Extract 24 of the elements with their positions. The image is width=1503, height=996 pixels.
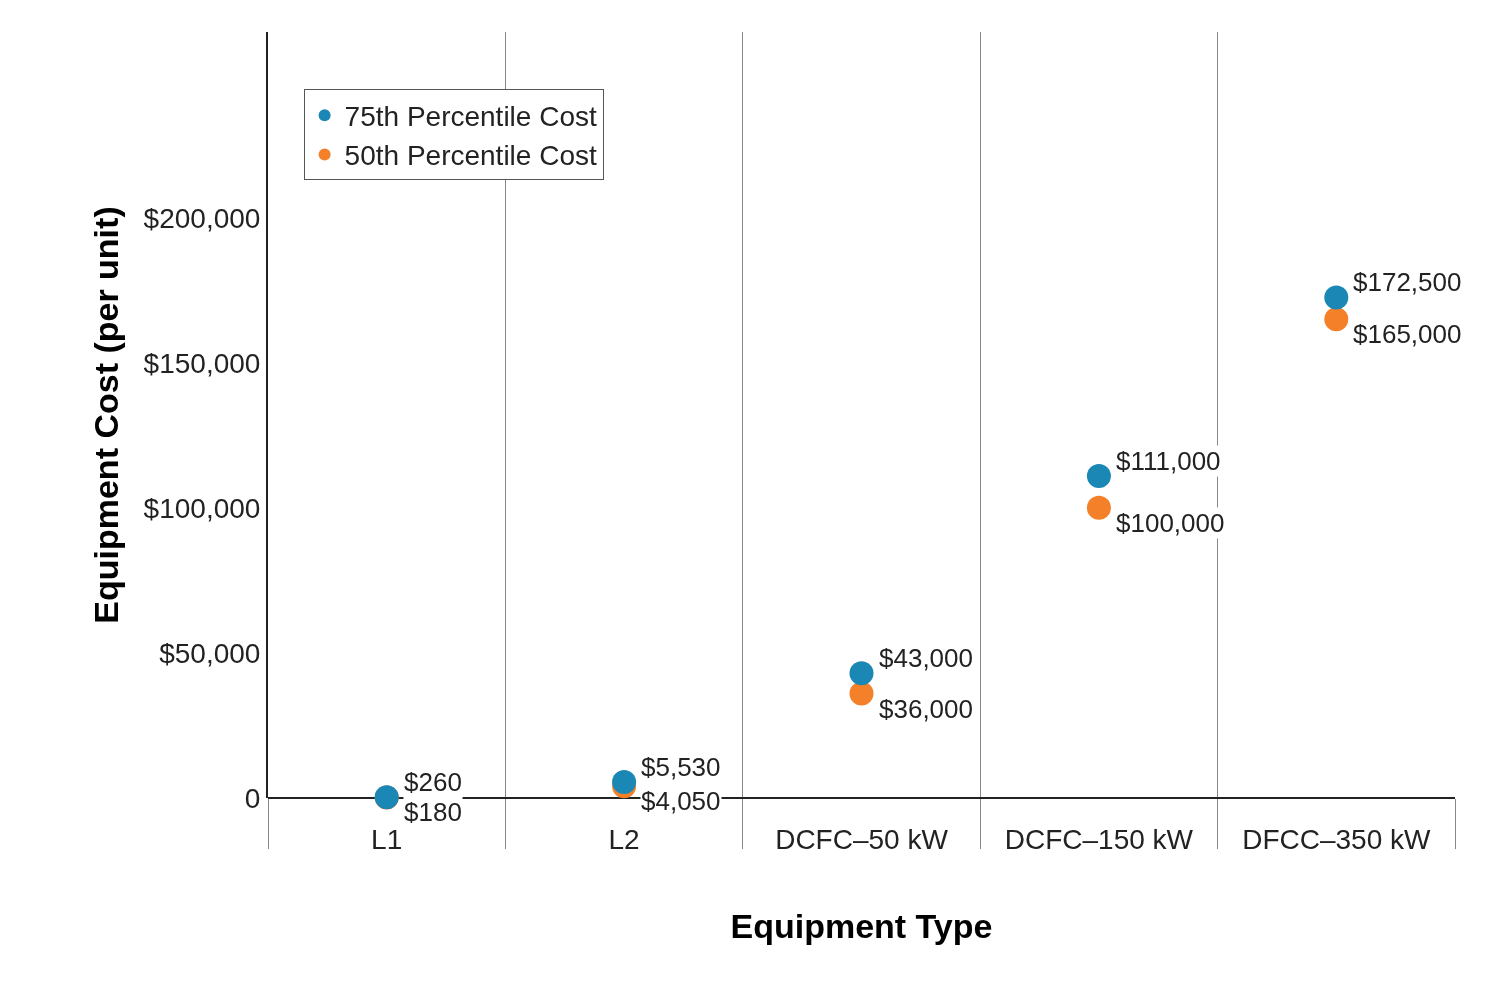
- data-label: $43,000: [879, 643, 973, 673]
- x-tick-label: L2: [608, 824, 640, 855]
- legend-label: 50th Percentile Cost: [344, 140, 597, 172]
- data-label: $100,000: [1116, 508, 1225, 538]
- x-tick-label: DCFC–50 kW: [775, 824, 949, 855]
- data-label: $4,050: [641, 786, 721, 816]
- data-label: $172,500: [1353, 267, 1462, 297]
- y-tick-label: $50,000: [159, 637, 261, 669]
- x-tick-label: L1: [371, 824, 403, 855]
- x-axis-title: Equipment Type: [730, 907, 993, 946]
- data-label: $111,000: [1116, 446, 1221, 476]
- data-label: $5,530: [641, 752, 721, 782]
- y-tick-label: $150,000: [143, 347, 261, 379]
- y-axis-title: Equipment Cost (per unit): [86, 206, 125, 624]
- x-tick-label: DFCC–350 kW: [1242, 824, 1431, 855]
- y-tick-label: $200,000: [143, 202, 261, 234]
- legend-label: 75th Percentile Cost: [344, 101, 597, 133]
- y-tick-label: 0: [244, 782, 261, 814]
- data-label: $260: [404, 767, 462, 797]
- data-label: $36,000: [879, 694, 973, 724]
- x-tick-label: DCFC–150 kW: [1004, 824, 1194, 855]
- data-label: $165,000: [1353, 319, 1462, 349]
- data-label: $180: [404, 797, 462, 827]
- y-tick-label: $100,000: [143, 492, 261, 524]
